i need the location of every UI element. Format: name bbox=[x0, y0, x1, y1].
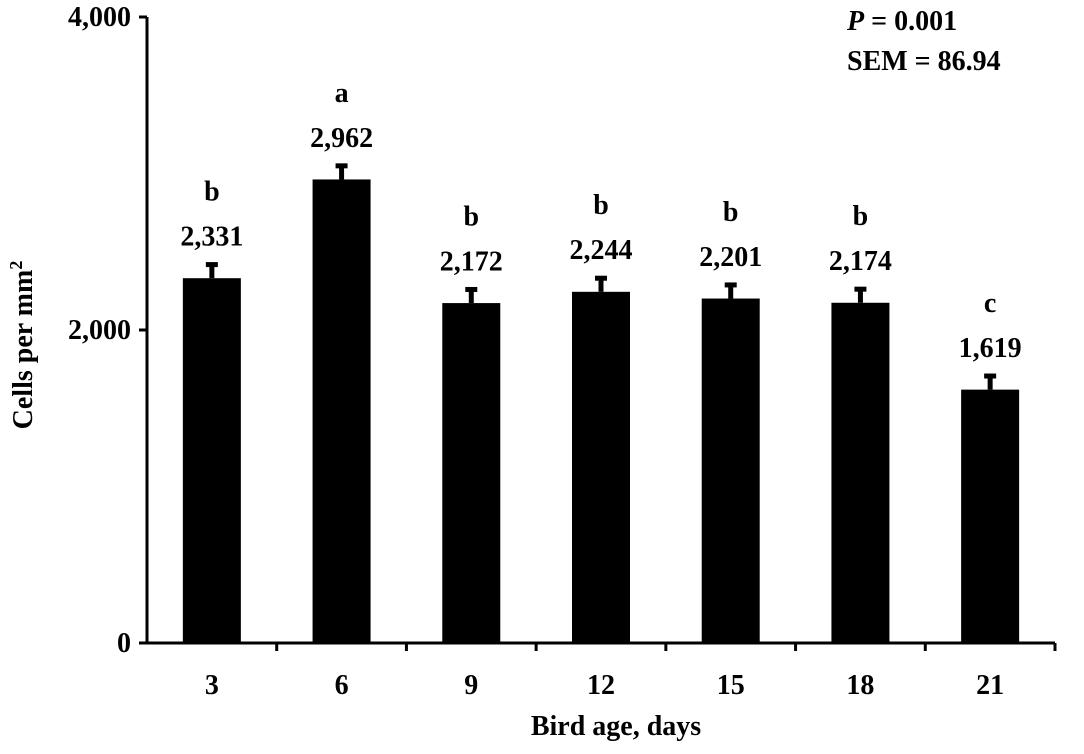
significance-letter: b bbox=[593, 190, 609, 221]
value-label: 2,172 bbox=[440, 246, 503, 277]
y-tick-label: 4,000 bbox=[68, 2, 131, 33]
y-axis-title-superscript: 2 bbox=[6, 261, 26, 270]
y-axis-ticks: 0 2,000 4,000 bbox=[68, 2, 147, 659]
bar bbox=[572, 291, 630, 643]
bar bbox=[831, 302, 890, 643]
sem-annotation: SEM = 86.94 bbox=[847, 46, 1001, 77]
bar bbox=[961, 389, 1020, 643]
x-tick-label: 21 bbox=[976, 670, 1004, 701]
significance-letter: c bbox=[984, 288, 996, 319]
bars bbox=[182, 179, 1020, 643]
x-tick-label: 12 bbox=[587, 670, 615, 701]
significance-letter: b bbox=[723, 197, 739, 228]
x-tick-label: 15 bbox=[717, 670, 745, 701]
y-axis-title-text: Cells per mm bbox=[8, 270, 39, 430]
value-label: 1,619 bbox=[959, 333, 1022, 364]
p-value-text: = 0.001 bbox=[864, 6, 957, 37]
x-axis-ticks: 3 6 9 12 15 18 21 bbox=[205, 643, 1057, 701]
value-label: 2,962 bbox=[310, 123, 373, 154]
value-label: 2,244 bbox=[570, 235, 633, 266]
x-tick-label: 3 bbox=[205, 670, 219, 701]
significance-letter: b bbox=[463, 201, 479, 232]
significance-letter: b bbox=[853, 201, 869, 232]
p-value-annotation: P = 0.001 bbox=[846, 6, 957, 37]
significance-letter: a bbox=[335, 78, 349, 109]
y-axis-title: Cells per mm2 bbox=[6, 261, 39, 430]
y-tick-label: 2,000 bbox=[68, 315, 131, 346]
bar bbox=[701, 298, 760, 643]
x-axis-title: Bird age, days bbox=[531, 711, 701, 742]
value-label: 2,331 bbox=[180, 222, 243, 253]
y-tick-label: 0 bbox=[117, 628, 131, 659]
x-tick-label: 18 bbox=[846, 670, 874, 701]
bar bbox=[442, 303, 501, 643]
value-label: 2,201 bbox=[699, 242, 762, 273]
bar bbox=[312, 179, 371, 643]
x-tick-label: 9 bbox=[464, 670, 478, 701]
bar bbox=[182, 278, 241, 643]
error-bars bbox=[205, 163, 997, 390]
significance-letter: b bbox=[204, 177, 220, 208]
x-tick-label: 6 bbox=[335, 670, 349, 701]
bar-labels: 2,331 b 2,962 a 2,172 b 2,244 b 2,201 b 2,174 b 1,61… bbox=[180, 78, 1021, 364]
value-label: 2,174 bbox=[829, 246, 892, 277]
p-symbol: P bbox=[846, 6, 865, 37]
